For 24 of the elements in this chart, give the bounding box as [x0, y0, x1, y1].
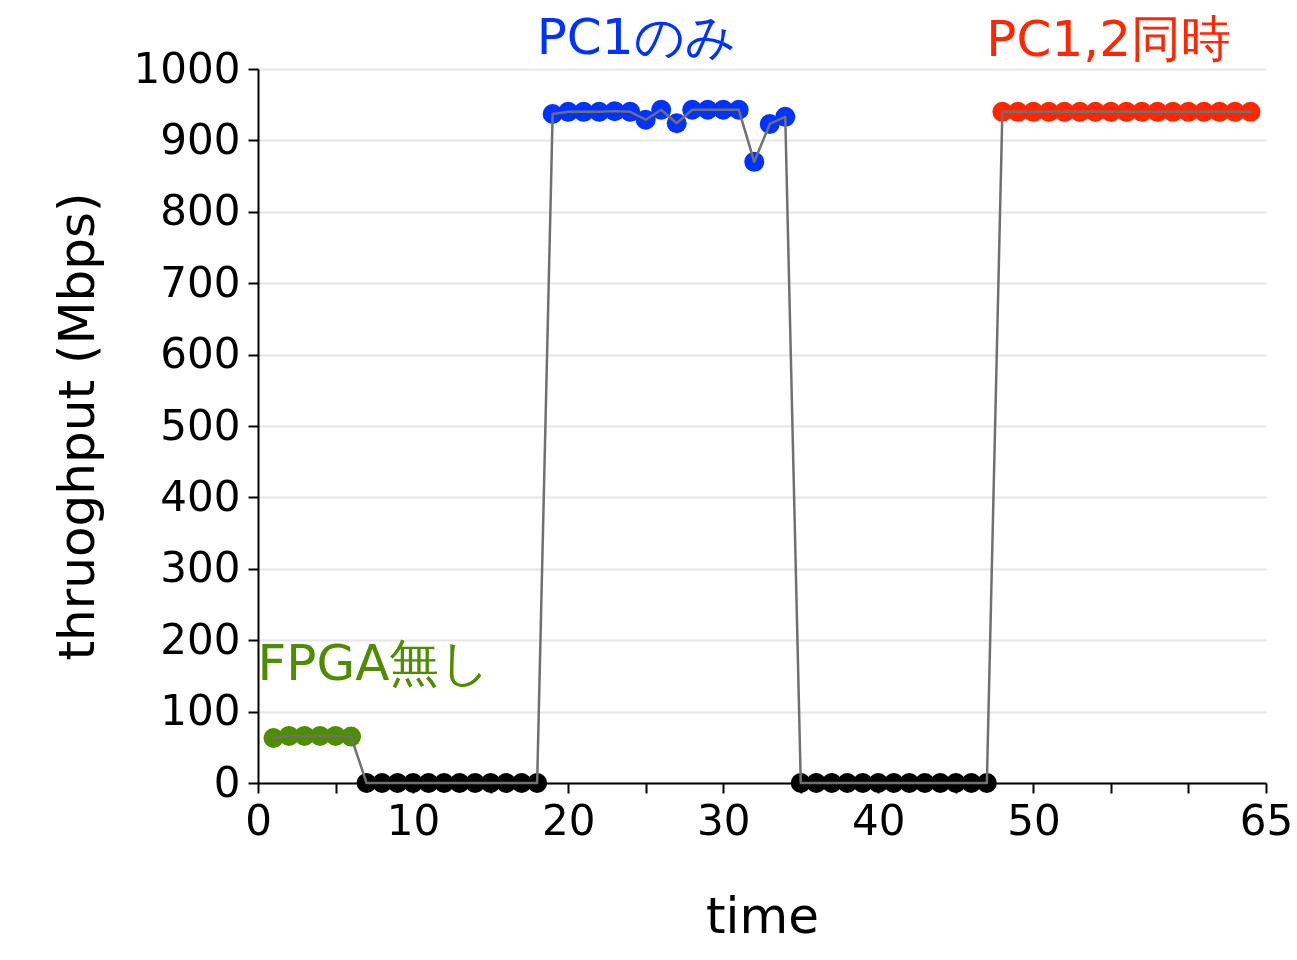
x-tick-label: 0	[245, 795, 272, 845]
x-tick-label: 40	[852, 795, 906, 845]
y-tick-label: 600	[160, 329, 241, 379]
y-tick-label: 1000	[133, 43, 241, 93]
y-tick-label: 100	[160, 686, 241, 736]
y-axis-title: thruoghput (Mbps)	[47, 192, 106, 661]
series-label: FPGA無し	[257, 633, 491, 692]
y-tick-label: 800	[160, 186, 241, 236]
y-tick-label: 500	[160, 400, 241, 450]
x-tick-label: 30	[697, 795, 751, 845]
y-tick-label: 400	[160, 471, 241, 521]
x-axis-title: time	[706, 886, 819, 945]
y-tick-label: 900	[160, 114, 241, 164]
point	[1240, 101, 1261, 122]
y-tick-label: 700	[160, 257, 241, 307]
x-tick-label: 50	[1007, 795, 1061, 845]
x-tick-label: 20	[541, 795, 596, 845]
y-tick-label: 200	[160, 614, 241, 664]
x-tick-label: 10	[386, 795, 441, 845]
x-tick-label: 65	[1239, 795, 1294, 845]
y-tick-label: 0	[213, 757, 241, 807]
series-label: PC1のみ	[536, 7, 736, 66]
y-tick-label: 300	[160, 543, 241, 593]
series-label: PC1,2同時	[986, 9, 1231, 68]
